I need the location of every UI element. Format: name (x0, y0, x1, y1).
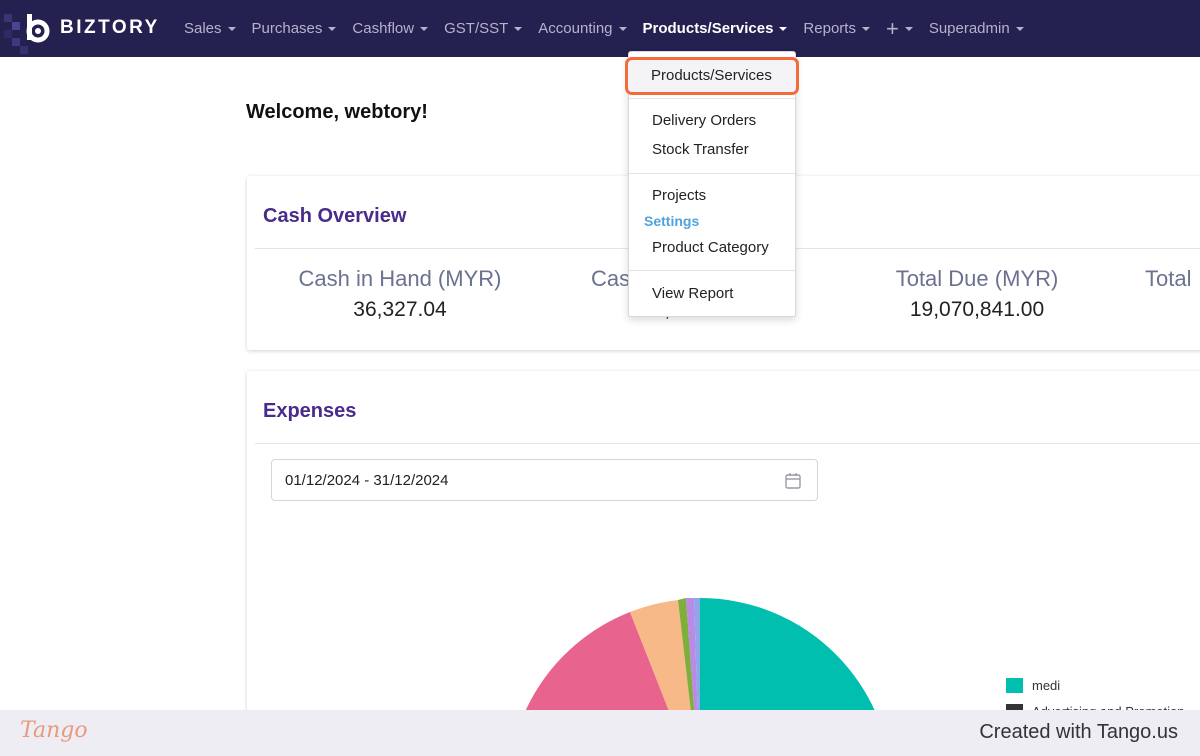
divider (255, 443, 1200, 444)
expenses-pie-chart (520, 597, 880, 710)
stat-value: 19,070,841.00 (909, 298, 1045, 321)
biztory-logo-icon (0, 0, 52, 57)
nav-label: Products/Services (642, 20, 774, 37)
legend-swatch (1006, 677, 1023, 693)
dropdown-settings-header: Settings (644, 213, 700, 229)
pie-slice-pink[interactable] (520, 612, 700, 710)
caret-down-icon (779, 26, 788, 31)
menu-item-view-report[interactable]: View Report (652, 285, 734, 302)
stat-label: Total (1145, 266, 1192, 291)
legend-item-medi[interactable]: medi (1006, 675, 1184, 695)
nav-item-user-menu[interactable]: Superadmin (929, 20, 1024, 37)
nav-label: Sales (184, 20, 222, 37)
stat-cash-in-hand: Cash in Hand (MYR) 36,327.04 (260, 266, 540, 322)
tango-credit: Created with Tango.us (979, 721, 1178, 743)
menu-item-label: Products/Services (651, 67, 772, 84)
pie-slice-green[interactable] (678, 598, 700, 710)
pie-slice-blue[interactable] (694, 597, 700, 710)
date-range-value: 01/12/2024 - 31/12/2024 (285, 471, 449, 489)
nav-item-purchases[interactable]: Purchases (252, 20, 337, 37)
brand-logo[interactable]: BIZTORY (0, 0, 175, 57)
brand-name: BIZTORY (60, 17, 160, 38)
pie-slice-violet[interactable] (686, 597, 700, 710)
stat-value: 36,327.04 (353, 298, 447, 321)
menu-item-delivery-orders[interactable]: Delivery Orders (652, 112, 757, 129)
nav-menu: Sales Purchases Cashflow GST/SST Account… (184, 0, 1040, 57)
menu-item-products-services[interactable]: Products/Services (625, 57, 799, 95)
nav-item-gst-sst[interactable]: GST/SST (444, 20, 523, 37)
nav-item-products-services[interactable]: Products/Services (643, 20, 788, 37)
nav-label: GST/SST (444, 20, 509, 37)
stat-label: Total Due (MYR) (895, 266, 1059, 291)
nav-item-sales[interactable]: Sales (184, 20, 236, 37)
calendar-icon (785, 473, 801, 489)
legend-label: medi (1032, 677, 1061, 693)
nav-label: Cashflow (352, 20, 415, 37)
dropdown-divider (629, 270, 795, 271)
caret-down-icon (861, 26, 870, 31)
tango-logo: Tango (20, 718, 88, 743)
nav-label: Reports (803, 20, 856, 37)
caret-down-icon (904, 26, 913, 31)
nav-item-quick-add[interactable]: + (885, 16, 913, 41)
nav-item-accounting[interactable]: Accounting (538, 20, 627, 37)
caret-down-icon (514, 26, 523, 31)
stat-label: Cash in Hand (MYR) (298, 266, 502, 291)
nav-label: Purchases (251, 20, 323, 37)
caret-down-icon (618, 26, 627, 31)
user-label: Superadmin (928, 20, 1010, 37)
menu-item-product-category[interactable]: Product Category (652, 239, 769, 256)
stat-label: Cas (591, 266, 631, 291)
stat-total-due: Total Due (MYR) 19,070,841.00 (837, 266, 1117, 322)
top-navbar: BIZTORY Sales Purchases Cashflow GST/SST… (0, 0, 1200, 57)
nav-label: Accounting (538, 20, 613, 37)
caret-down-icon (328, 26, 337, 31)
date-range-input[interactable]: 01/12/2024 - 31/12/2024 (271, 459, 818, 501)
menu-item-stock-transfer[interactable]: Stock Transfer (652, 141, 749, 158)
nav-item-cashflow[interactable]: Cashflow (352, 20, 429, 37)
tango-footer: Tango Created with Tango.us (0, 710, 1200, 756)
caret-down-icon (227, 26, 236, 31)
caret-down-icon (1015, 26, 1024, 31)
dropdown-divider (629, 98, 795, 99)
pie-slice-medi[interactable] (700, 598, 880, 710)
stat-total: Total (1145, 266, 1200, 298)
cash-overview-title: Cash Overview (263, 205, 407, 227)
welcome-heading: Welcome, webtory! (246, 101, 428, 123)
pie-slice-orange[interactable] (630, 600, 700, 710)
nav-item-reports[interactable]: Reports (803, 20, 870, 37)
menu-item-projects[interactable]: Projects (652, 187, 707, 204)
dropdown-divider (629, 173, 795, 174)
expenses-title: Expenses (263, 400, 357, 422)
caret-down-icon (420, 26, 429, 31)
products-services-dropdown: Delivery Orders Stock Transfer Projects … (628, 51, 796, 317)
plus-icon: + (885, 16, 899, 41)
